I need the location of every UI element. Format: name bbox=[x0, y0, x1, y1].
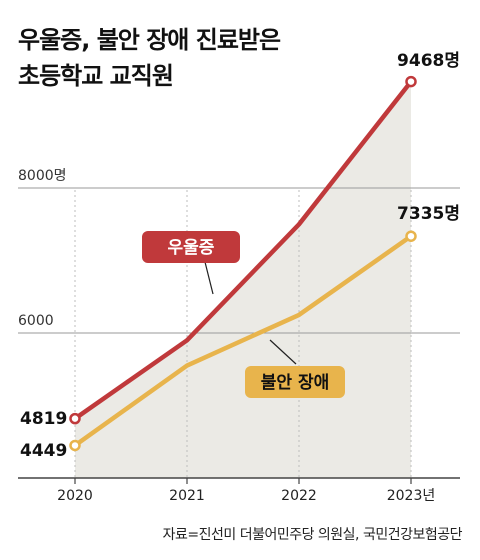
callout-leader bbox=[269, 339, 297, 365]
series-label-box bbox=[245, 366, 345, 398]
end-marker bbox=[69, 412, 81, 425]
x-tick-label: 2023년 bbox=[387, 488, 436, 504]
series-label: 우울증 bbox=[168, 238, 215, 258]
data-label: 4819 bbox=[20, 409, 67, 429]
source-note: 자료=진선미 더불어민주당 의원실, 국민건강보험공단 bbox=[162, 527, 463, 543]
title-line-2: 초등학교 교직원 bbox=[18, 62, 174, 90]
x-tick-label: 2020 bbox=[57, 488, 93, 504]
y-tick-label: 6000 bbox=[18, 313, 54, 329]
end-marker bbox=[405, 230, 417, 242]
series-label: 불안 장애 bbox=[261, 373, 329, 393]
chart-title: 우울증, 불안 장애 진료받은 초등학교 교직원 bbox=[18, 22, 318, 94]
series-label-box bbox=[142, 231, 240, 263]
x-tick-label: 2022 bbox=[281, 488, 317, 504]
data-label: 4449 bbox=[20, 441, 67, 461]
end-marker bbox=[405, 75, 417, 88]
series-line bbox=[73, 80, 413, 421]
data-label: 9468명 bbox=[397, 51, 460, 71]
title-line-1: 우울증, 불안 장애 진료받은 bbox=[18, 26, 281, 54]
y-tick-label: 8000명 bbox=[18, 168, 67, 184]
series-line bbox=[73, 234, 413, 448]
data-label: 7335명 bbox=[397, 204, 460, 224]
callout-leader bbox=[204, 261, 214, 295]
x-tick-label: 2021 bbox=[169, 488, 205, 504]
end-marker bbox=[69, 439, 81, 452]
